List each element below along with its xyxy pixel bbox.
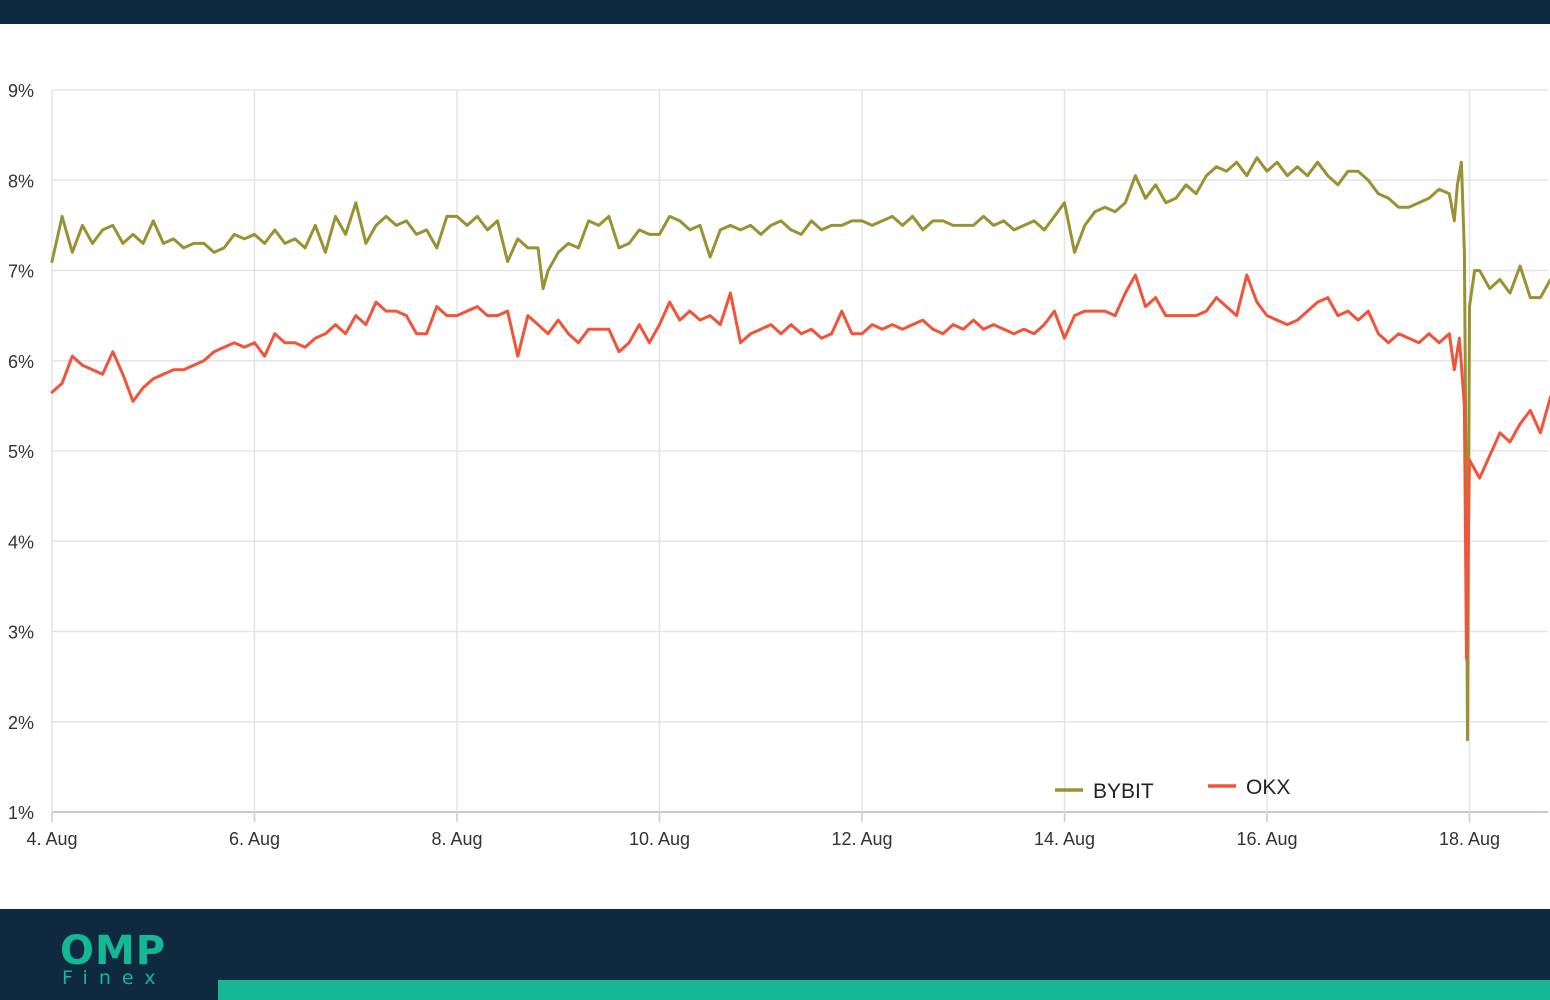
- series-line-okx: [50, 273, 1550, 661]
- x-tick-label: 8. Aug: [431, 829, 482, 849]
- x-tick-label: 6. Aug: [229, 829, 280, 849]
- y-tick-label: 4%: [8, 532, 34, 552]
- legend-item-okx[interactable]: OKX: [1208, 776, 1290, 799]
- legend[interactable]: BYBIT OKX: [1055, 776, 1290, 803]
- footer-bar: OMP Finex: [0, 909, 1550, 1000]
- grid-lines: [51, 89, 1548, 822]
- y-tick-label: 3%: [8, 623, 34, 643]
- funding-rate-chart: 1% 2% 3% 4% 5% 6% 7% 8% 9% 4. Aug 6. Aug 8. Aug 10.…: [8, 81, 1550, 849]
- y-tick-label: 6%: [8, 352, 34, 372]
- omp-finex-logo: OMP Finex: [60, 929, 180, 993]
- chart-area: 1% 2% 3% 4% 5% 6% 7% 8% 9% 4. Aug 6. Aug 8. Aug 10.…: [0, 24, 1550, 909]
- footer-accent-stripe: [218, 980, 1550, 1000]
- y-tick-label: 8%: [8, 171, 34, 191]
- legend-label: BYBIT: [1093, 780, 1154, 803]
- x-tick-label: 12. Aug: [831, 829, 892, 849]
- logo-subtitle: Finex: [62, 967, 167, 989]
- x-tick-label: 14. Aug: [1034, 829, 1095, 849]
- legend-item-bybit[interactable]: BYBIT: [1055, 780, 1154, 803]
- x-axis-labels: 4. Aug 6. Aug 8. Aug 10. Aug 12. Aug 14. Aug 1…: [26, 829, 1500, 849]
- x-tick-label: 10. Aug: [629, 829, 690, 849]
- y-tick-label: 9%: [8, 81, 34, 101]
- y-tick-label: 5%: [8, 442, 34, 462]
- y-axis-labels: 1% 2% 3% 4% 5% 6% 7% 8% 9%: [8, 81, 34, 823]
- series-lines: [50, 156, 1550, 742]
- y-tick-label: 7%: [8, 262, 34, 282]
- legend-label: OKX: [1246, 776, 1290, 799]
- x-tick-label: 4. Aug: [26, 829, 77, 849]
- series-line-bybit: [50, 156, 1550, 742]
- x-tick-label: 16. Aug: [1236, 829, 1297, 849]
- logo-wordmark: OMP: [60, 928, 167, 974]
- top-header-bar: [0, 0, 1550, 24]
- y-tick-label: 1%: [8, 803, 34, 823]
- x-tick-label: 18. Aug: [1439, 829, 1500, 849]
- y-tick-label: 2%: [8, 713, 34, 733]
